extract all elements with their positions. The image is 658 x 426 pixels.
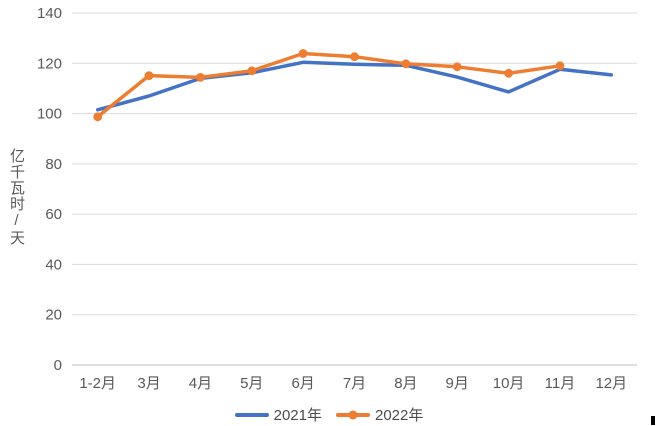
y-tick-label: 40 bbox=[45, 256, 62, 273]
y-tick-label: 60 bbox=[45, 206, 62, 223]
data-point-marker bbox=[555, 61, 565, 71]
x-axis-label: 4月 bbox=[189, 375, 212, 392]
data-point-marker bbox=[401, 59, 411, 69]
legend-label: 2021年 bbox=[273, 407, 322, 424]
x-axis-label: 12月 bbox=[595, 375, 627, 392]
corner-artifact bbox=[651, 416, 655, 425]
legend-line-swatch bbox=[234, 412, 269, 417]
data-point-marker bbox=[247, 66, 257, 76]
x-axis-label: 6月 bbox=[291, 375, 314, 392]
y-tick-label: 140 bbox=[37, 5, 62, 22]
series-line-2021年 bbox=[95, 60, 614, 112]
x-axis-label: 3月 bbox=[137, 375, 160, 392]
y-tick-label: 120 bbox=[37, 55, 62, 72]
data-point-marker bbox=[504, 68, 513, 78]
x-axis-label: 11月 bbox=[545, 375, 576, 392]
legend-item-2021年: 2021年 bbox=[234, 404, 322, 425]
y-tick-label: 0 bbox=[54, 357, 62, 374]
x-axis-label: 8月 bbox=[394, 375, 417, 392]
y-tick-label: 20 bbox=[45, 307, 62, 324]
data-point-marker bbox=[196, 73, 205, 82]
y-tick-label: 100 bbox=[37, 106, 62, 123]
data-point-marker bbox=[452, 62, 462, 72]
y-tick-label: 80 bbox=[45, 156, 62, 173]
legend-marker-dot bbox=[348, 410, 358, 419]
data-point-marker bbox=[144, 71, 154, 80]
x-axis-label: 10月 bbox=[493, 375, 525, 392]
data-point-marker bbox=[298, 49, 308, 58]
x-axis-label: 1-2月 bbox=[79, 375, 116, 392]
legend-item-2022年: 2022年 bbox=[336, 404, 423, 425]
data-point-marker bbox=[93, 112, 103, 122]
x-axis-label: 5月 bbox=[240, 375, 263, 392]
x-axis-label: 7月 bbox=[343, 375, 366, 392]
chart-legend: 2021年 2022年 bbox=[0, 404, 658, 425]
series-line-2022年 bbox=[95, 51, 562, 119]
legend-line-swatch bbox=[336, 410, 370, 419]
x-axis-label: 9月 bbox=[446, 375, 469, 392]
legend-label: 2022年 bbox=[375, 407, 424, 424]
y-axis-title: 亿千瓦时/天 bbox=[8, 148, 25, 246]
data-point-marker bbox=[350, 52, 359, 62]
